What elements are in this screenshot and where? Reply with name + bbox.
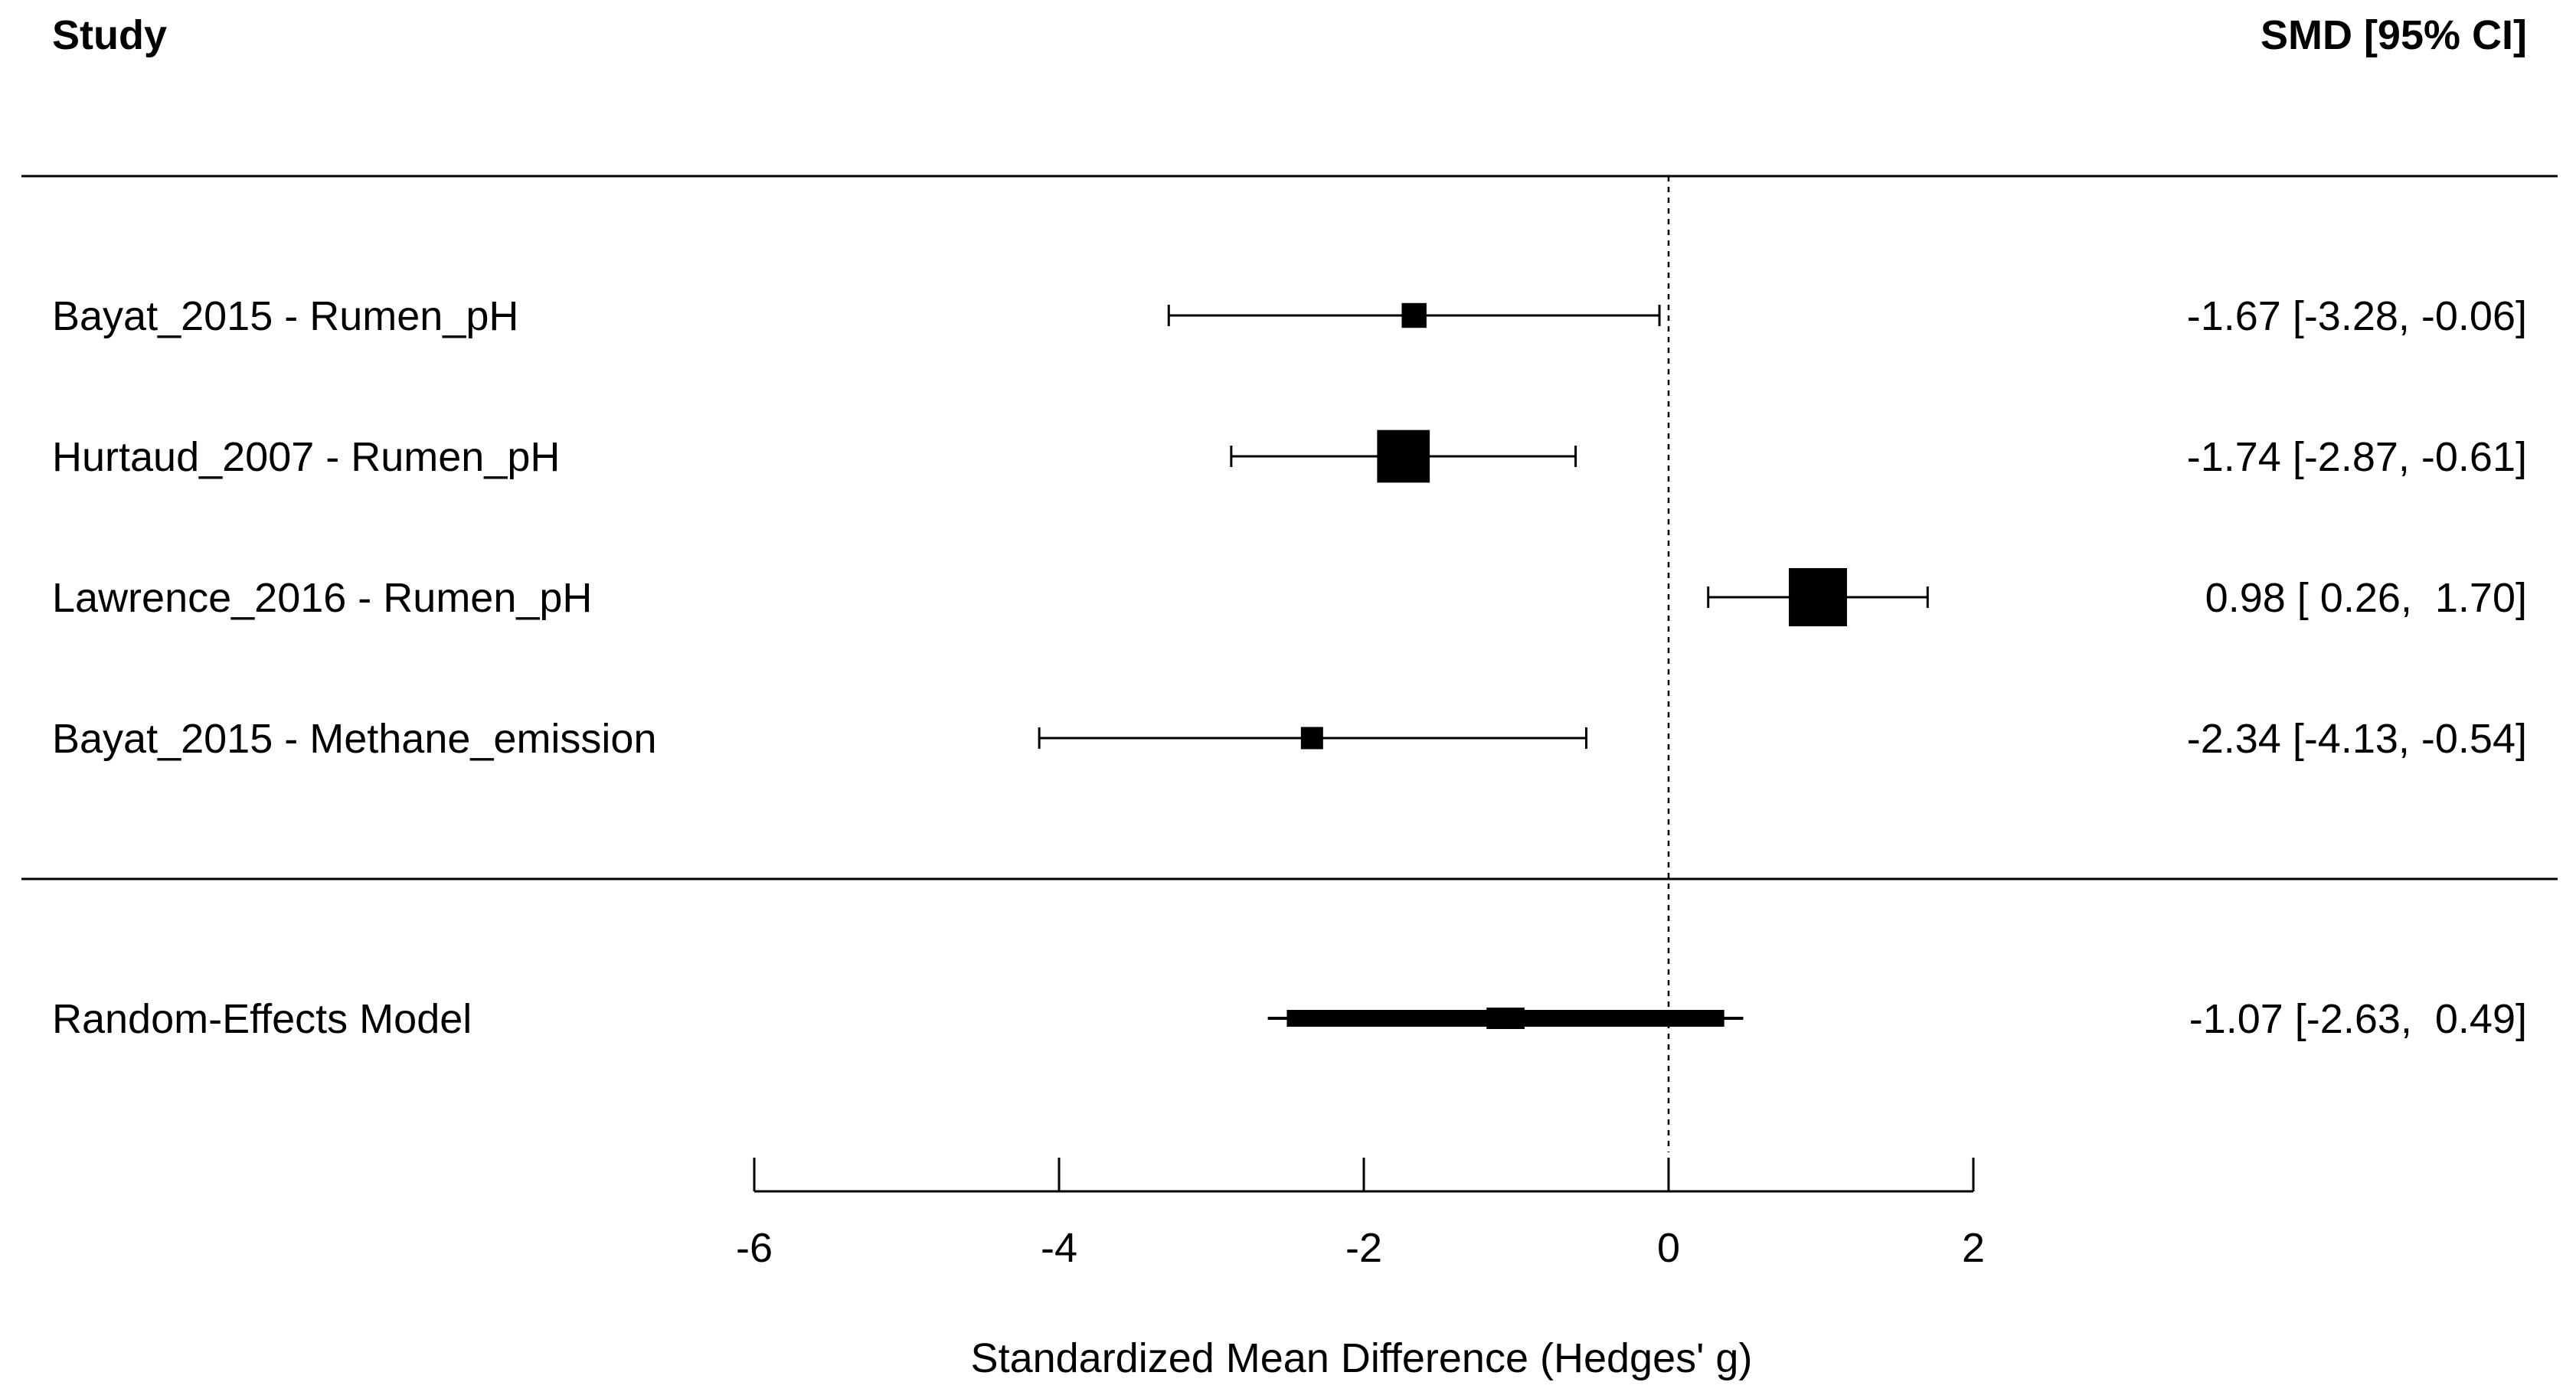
study-column-header: Study — [52, 12, 167, 58]
ci-text: -1.67 [-3.28, -0.06] — [2187, 293, 2527, 339]
x-tick-label: -4 — [1041, 1225, 1077, 1271]
smd-ci-column-header: SMD [95% CI] — [2261, 12, 2527, 58]
study-row: Hurtaud_2007 - Rumen_pH -1.74 [-2.87, -0.… — [52, 430, 2527, 483]
study-label: Bayat_2015 - Methane_emission — [52, 716, 657, 762]
summary-estimate — [1486, 1008, 1525, 1029]
study-label: Hurtaud_2007 - Rumen_pH — [52, 434, 560, 480]
summary-label: Random-Effects Model — [52, 996, 472, 1042]
study-label: Bayat_2015 - Rumen_pH — [52, 293, 518, 339]
effect-size-marker — [1377, 430, 1430, 483]
x-tick-label: -6 — [736, 1225, 773, 1271]
x-axis: -6 -4 -2 0 2 — [736, 1158, 1985, 1271]
effect-size-marker — [1300, 727, 1323, 750]
summary-ci-text: -1.07 [-2.63, 0.49] — [2189, 996, 2527, 1042]
ci-text: -1.74 [-2.87, -0.61] — [2187, 434, 2527, 480]
x-axis-label: Standardized Mean Difference (Hedges' g) — [971, 1335, 1753, 1381]
study-label: Lawrence_2016 - Rumen_pH — [52, 575, 592, 621]
effect-size-marker — [1789, 568, 1848, 626]
x-tick-label: -2 — [1345, 1225, 1382, 1271]
study-rows: Bayat_2015 - Rumen_pH -1.67 [-3.28, -0.06… — [52, 293, 2527, 762]
ci-text: -2.34 [-4.13, -0.54] — [2187, 716, 2527, 762]
study-row: Bayat_2015 - Methane_emission -2.34 [-4.1… — [52, 716, 2527, 762]
study-row: Bayat_2015 - Rumen_pH -1.67 [-3.28, -0.06… — [52, 293, 2527, 339]
ci-text: 0.98 [ 0.26, 1.70] — [2205, 575, 2527, 621]
x-tick-label: 0 — [1657, 1225, 1680, 1271]
x-tick-label: 2 — [1962, 1225, 1985, 1271]
study-row: Lawrence_2016 - Rumen_pH 0.98 [ 0.26, 1.7… — [52, 568, 2527, 626]
summary-row: Random-Effects Model -1.07 [-2.63, 0.49] — [52, 996, 2527, 1042]
effect-size-marker — [1401, 302, 1427, 328]
